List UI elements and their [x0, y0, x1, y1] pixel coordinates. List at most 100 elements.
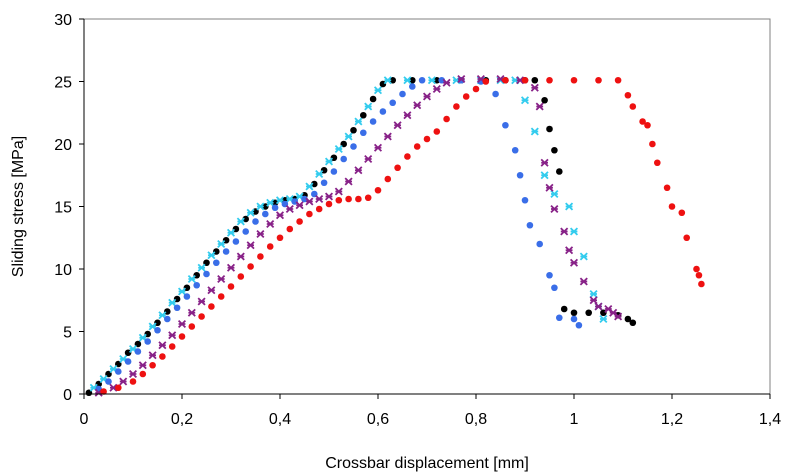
data-point	[516, 171, 524, 179]
data-point	[472, 85, 480, 93]
data-point	[521, 196, 529, 204]
data-point	[413, 101, 422, 110]
data-point	[482, 78, 490, 85]
data-point	[149, 361, 156, 369]
data-point	[217, 274, 226, 284]
data-point	[285, 204, 294, 214]
data-point	[678, 209, 686, 217]
y-tick-label: 30	[54, 12, 72, 29]
data-point	[164, 315, 171, 323]
data-point	[629, 103, 637, 110]
data-point	[256, 202, 265, 211]
data-point	[197, 263, 206, 272]
data-point	[246, 208, 255, 217]
y-tick-label: 5	[63, 325, 72, 342]
data-point	[139, 370, 147, 378]
data-point	[129, 378, 137, 385]
data-point	[187, 274, 196, 284]
data-point	[531, 76, 539, 84]
data-point	[560, 305, 568, 313]
data-point	[242, 228, 249, 235]
x-tick-label: 1	[570, 411, 579, 428]
data-point	[115, 384, 122, 392]
data-point	[226, 263, 236, 272]
data-point	[579, 277, 588, 286]
data-point	[168, 298, 177, 307]
data-point	[373, 86, 383, 95]
series-3	[94, 74, 623, 397]
data-point	[614, 76, 622, 84]
data-point	[154, 326, 161, 334]
data-point	[315, 205, 323, 213]
data-point	[644, 121, 651, 129]
data-point	[663, 184, 671, 192]
data-point	[217, 239, 226, 249]
data-point	[693, 265, 700, 273]
data-point	[511, 146, 519, 154]
data-point	[614, 312, 623, 321]
data-point	[217, 293, 225, 300]
plot-area	[85, 74, 705, 397]
series-1	[89, 76, 608, 392]
data-point	[569, 227, 579, 236]
data-point	[207, 251, 216, 260]
data-point	[350, 143, 357, 150]
data-point	[198, 313, 205, 320]
data-point	[266, 219, 275, 229]
data-point	[364, 154, 373, 164]
data-point	[393, 121, 402, 130]
data-point	[247, 263, 254, 270]
data-point	[148, 351, 157, 360]
data-point	[550, 189, 559, 199]
data-point	[257, 253, 264, 260]
data-point	[695, 271, 703, 279]
data-point	[639, 118, 646, 125]
data-point	[330, 168, 338, 175]
data-point	[565, 246, 574, 255]
data-point	[187, 308, 196, 317]
data-point	[624, 91, 632, 99]
data-point	[115, 368, 122, 375]
data-point	[521, 76, 529, 84]
data-point	[340, 155, 348, 163]
data-point	[354, 166, 363, 175]
data-point	[540, 171, 549, 180]
data-point	[325, 200, 333, 208]
data-point	[213, 259, 220, 267]
data-point	[315, 194, 324, 204]
data-point	[629, 319, 637, 327]
data-point	[177, 287, 187, 296]
data-point	[654, 159, 661, 167]
x-tick-label: 0	[80, 411, 89, 428]
data-point	[556, 168, 563, 175]
data-point	[369, 95, 377, 103]
y-tick-label: 10	[54, 262, 72, 279]
data-point	[134, 348, 142, 355]
data-point	[355, 195, 362, 203]
data-point	[252, 218, 259, 225]
data-point	[492, 90, 499, 98]
data-point	[589, 289, 598, 299]
y-tick-label: 0	[63, 387, 72, 404]
data-point	[144, 338, 151, 345]
data-point	[541, 96, 548, 104]
data-point	[599, 314, 608, 324]
x-tick-label: 0,8	[465, 411, 487, 428]
data-point	[350, 126, 357, 134]
data-point	[551, 146, 558, 154]
data-point	[324, 157, 334, 166]
data-point	[178, 333, 186, 340]
data-point	[173, 304, 181, 312]
data-point	[389, 76, 397, 84]
data-point	[413, 143, 421, 150]
data-point	[305, 182, 314, 191]
data-point	[427, 76, 436, 85]
data-point	[236, 217, 245, 226]
data-point	[296, 218, 303, 225]
series-4	[100, 76, 705, 395]
data-point	[236, 252, 245, 261]
data-point	[159, 353, 166, 360]
data-point	[668, 203, 676, 210]
y-tick-label: 15	[54, 200, 72, 217]
data-point	[394, 164, 401, 172]
